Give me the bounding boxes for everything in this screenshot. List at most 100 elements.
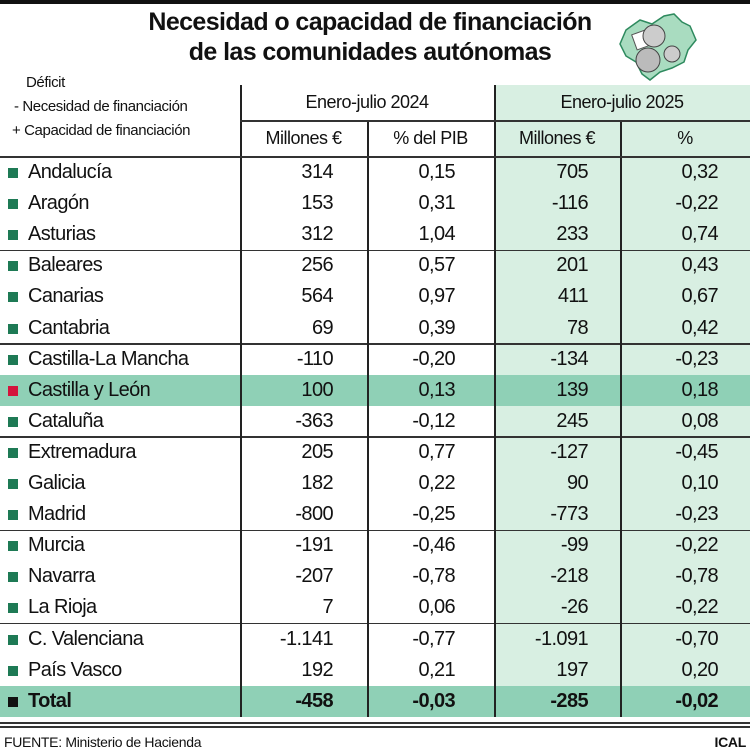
table-row: Andalucía 314 0,15 705 0,32 <box>0 157 750 188</box>
cell-pib-2024: -0,20 <box>412 347 455 370</box>
row-marker-icon <box>8 261 18 272</box>
cell-pct-2025: -0,22 <box>675 534 718 557</box>
cell-pib-2024: -0,25 <box>412 503 455 526</box>
cell-pib-2024: -0,77 <box>412 627 455 650</box>
row-label: Cataluña <box>28 409 104 432</box>
bottom-rule <box>0 722 750 724</box>
row-label: Canarias <box>28 285 104 308</box>
column-header-millones-2024: Millones € <box>265 128 342 148</box>
cell-millones-2024: 100 <box>301 378 333 401</box>
column-header-pib-2024: % del PIB <box>393 128 468 148</box>
cell-millones-2024: -207 <box>295 565 333 588</box>
header-divider <box>240 120 750 122</box>
cell-pib-2024: 0,77 <box>418 440 455 463</box>
cell-millones-2024: 192 <box>301 658 333 681</box>
cell-pct-2025: 0,74 <box>681 223 718 246</box>
row-marker-icon <box>8 603 18 614</box>
row-label: Asturias <box>28 223 96 246</box>
column-header-millones-2025: Millones € <box>518 128 596 148</box>
table-row: Madrid -800 -0,25 -773 -0,23 <box>0 499 750 530</box>
cell-pct-2025: -0,23 <box>675 347 718 370</box>
cell-millones-2025: 201 <box>556 254 588 277</box>
top-rule <box>0 0 750 4</box>
cell-millones-2024: -1.141 <box>279 627 334 650</box>
cell-millones-2025: -218 <box>550 565 588 588</box>
row-marker-icon <box>8 354 18 365</box>
cell-millones-2025: -116 <box>551 192 589 215</box>
row-label: Extremadura <box>28 440 137 463</box>
table-row: Extremadura 205 0,77 -127 -0,45 <box>0 437 750 468</box>
cell-millones-2025: 705 <box>556 161 588 183</box>
row-label: Andalucía <box>28 161 112 183</box>
row-marker-icon <box>8 541 18 552</box>
cell-pib-2024: 0,39 <box>418 316 455 339</box>
cell-millones-2024: -363 <box>295 409 333 432</box>
cell-millones-2024: 153 <box>301 192 333 215</box>
row-marker-icon <box>8 447 18 458</box>
row-marker-icon <box>8 479 18 489</box>
cell-millones-2024: -110 <box>296 347 334 370</box>
cell-pct-2025: -0,70 <box>675 627 718 650</box>
row-label: Castilla-La Mancha <box>28 347 189 370</box>
row-marker-icon <box>8 230 18 241</box>
column-divider <box>367 120 369 717</box>
cell-pib-2024: -0,03 <box>412 689 455 712</box>
row-label: C. Valenciana <box>28 627 144 650</box>
table-row: Murcia -191 -0,46 -99 -0,22 <box>0 530 750 561</box>
row-label: La Rioja <box>28 596 97 619</box>
table-row: Aragón 153 0,31 -116 -0,22 <box>0 188 750 219</box>
group-divider <box>0 436 750 438</box>
cell-millones-2025: -99 <box>560 534 589 557</box>
total-row: Total -458 -0,03 -285 -0,02 <box>0 685 750 717</box>
table-row: Navarra -207 -0,78 -218 -0,78 <box>0 561 750 592</box>
row-marker-icon <box>8 199 18 210</box>
cell-pib-2024: -0,12 <box>412 409 455 432</box>
cell-millones-2025: 233 <box>556 223 588 246</box>
cell-millones-2025: -773 <box>550 503 588 526</box>
table-row: Galicia 182 0,22 90 0,10 <box>0 468 750 499</box>
cell-millones-2024: 69 <box>311 316 334 339</box>
cell-millones-2024: 7 <box>322 596 333 619</box>
row-label: Cantabria <box>28 316 110 339</box>
table-row: Canarias 564 0,97 411 0,67 <box>0 281 750 312</box>
row-label: Aragón <box>28 192 90 215</box>
cell-millones-2025: 78 <box>566 316 589 339</box>
cell-millones-2025: -26 <box>560 596 589 619</box>
cell-millones-2024: -800 <box>295 503 333 526</box>
table-row: Castilla y León 100 0,13 139 0,18 <box>0 374 750 406</box>
row-label: Navarra <box>28 565 96 588</box>
legend-necesidad: - Necesidad de financiación <box>14 98 188 115</box>
cell-millones-2025: -134 <box>550 347 588 370</box>
cell-pib-2024: 0,21 <box>418 658 455 681</box>
source-note: FUENTE: Ministerio de Hacienda <box>4 734 202 750</box>
row-label: Galicia <box>28 472 86 494</box>
cell-pib-2024: 0,57 <box>418 254 455 277</box>
table-row: Baleares 256 0,57 201 0,43 <box>0 250 750 281</box>
cell-pct-2025: 0,43 <box>681 254 718 277</box>
group-divider <box>0 343 750 345</box>
cell-millones-2025: -1.091 <box>534 627 589 650</box>
cell-pct-2025: 0,32 <box>681 161 718 183</box>
castilla-y-leon-map-icon <box>619 13 697 81</box>
cell-pib-2024: 0,13 <box>418 378 455 401</box>
cell-pct-2025: -0,02 <box>675 689 718 712</box>
row-label: Baleares <box>28 254 103 277</box>
cell-pct-2025: 0,20 <box>681 658 718 681</box>
table-row: Asturias 312 1,04 233 0,74 <box>0 219 750 250</box>
row-label: Murcia <box>28 534 85 557</box>
row-marker-icon <box>8 385 18 396</box>
cell-pct-2025: 0,08 <box>681 409 718 432</box>
column-divider <box>240 85 242 717</box>
cell-millones-2024: 314 <box>301 161 333 183</box>
cell-pib-2024: 0,31 <box>418 192 455 215</box>
group-divider <box>0 249 750 252</box>
table-row: C. Valenciana -1.141 -0,77 -1.091 -0,70 <box>0 624 750 655</box>
cell-pib-2024: 1,04 <box>418 223 455 246</box>
cell-pct-2025: 0,42 <box>681 316 718 339</box>
table-row: País Vasco 192 0,21 197 0,20 <box>0 655 750 686</box>
title-line-2: de las comunidades autónomas <box>188 38 552 66</box>
row-label: País Vasco <box>28 658 122 681</box>
cell-pib-2024: 0,97 <box>418 285 455 308</box>
cell-pct-2025: 0,10 <box>681 472 718 494</box>
legend-deficit: Déficit <box>26 74 65 91</box>
